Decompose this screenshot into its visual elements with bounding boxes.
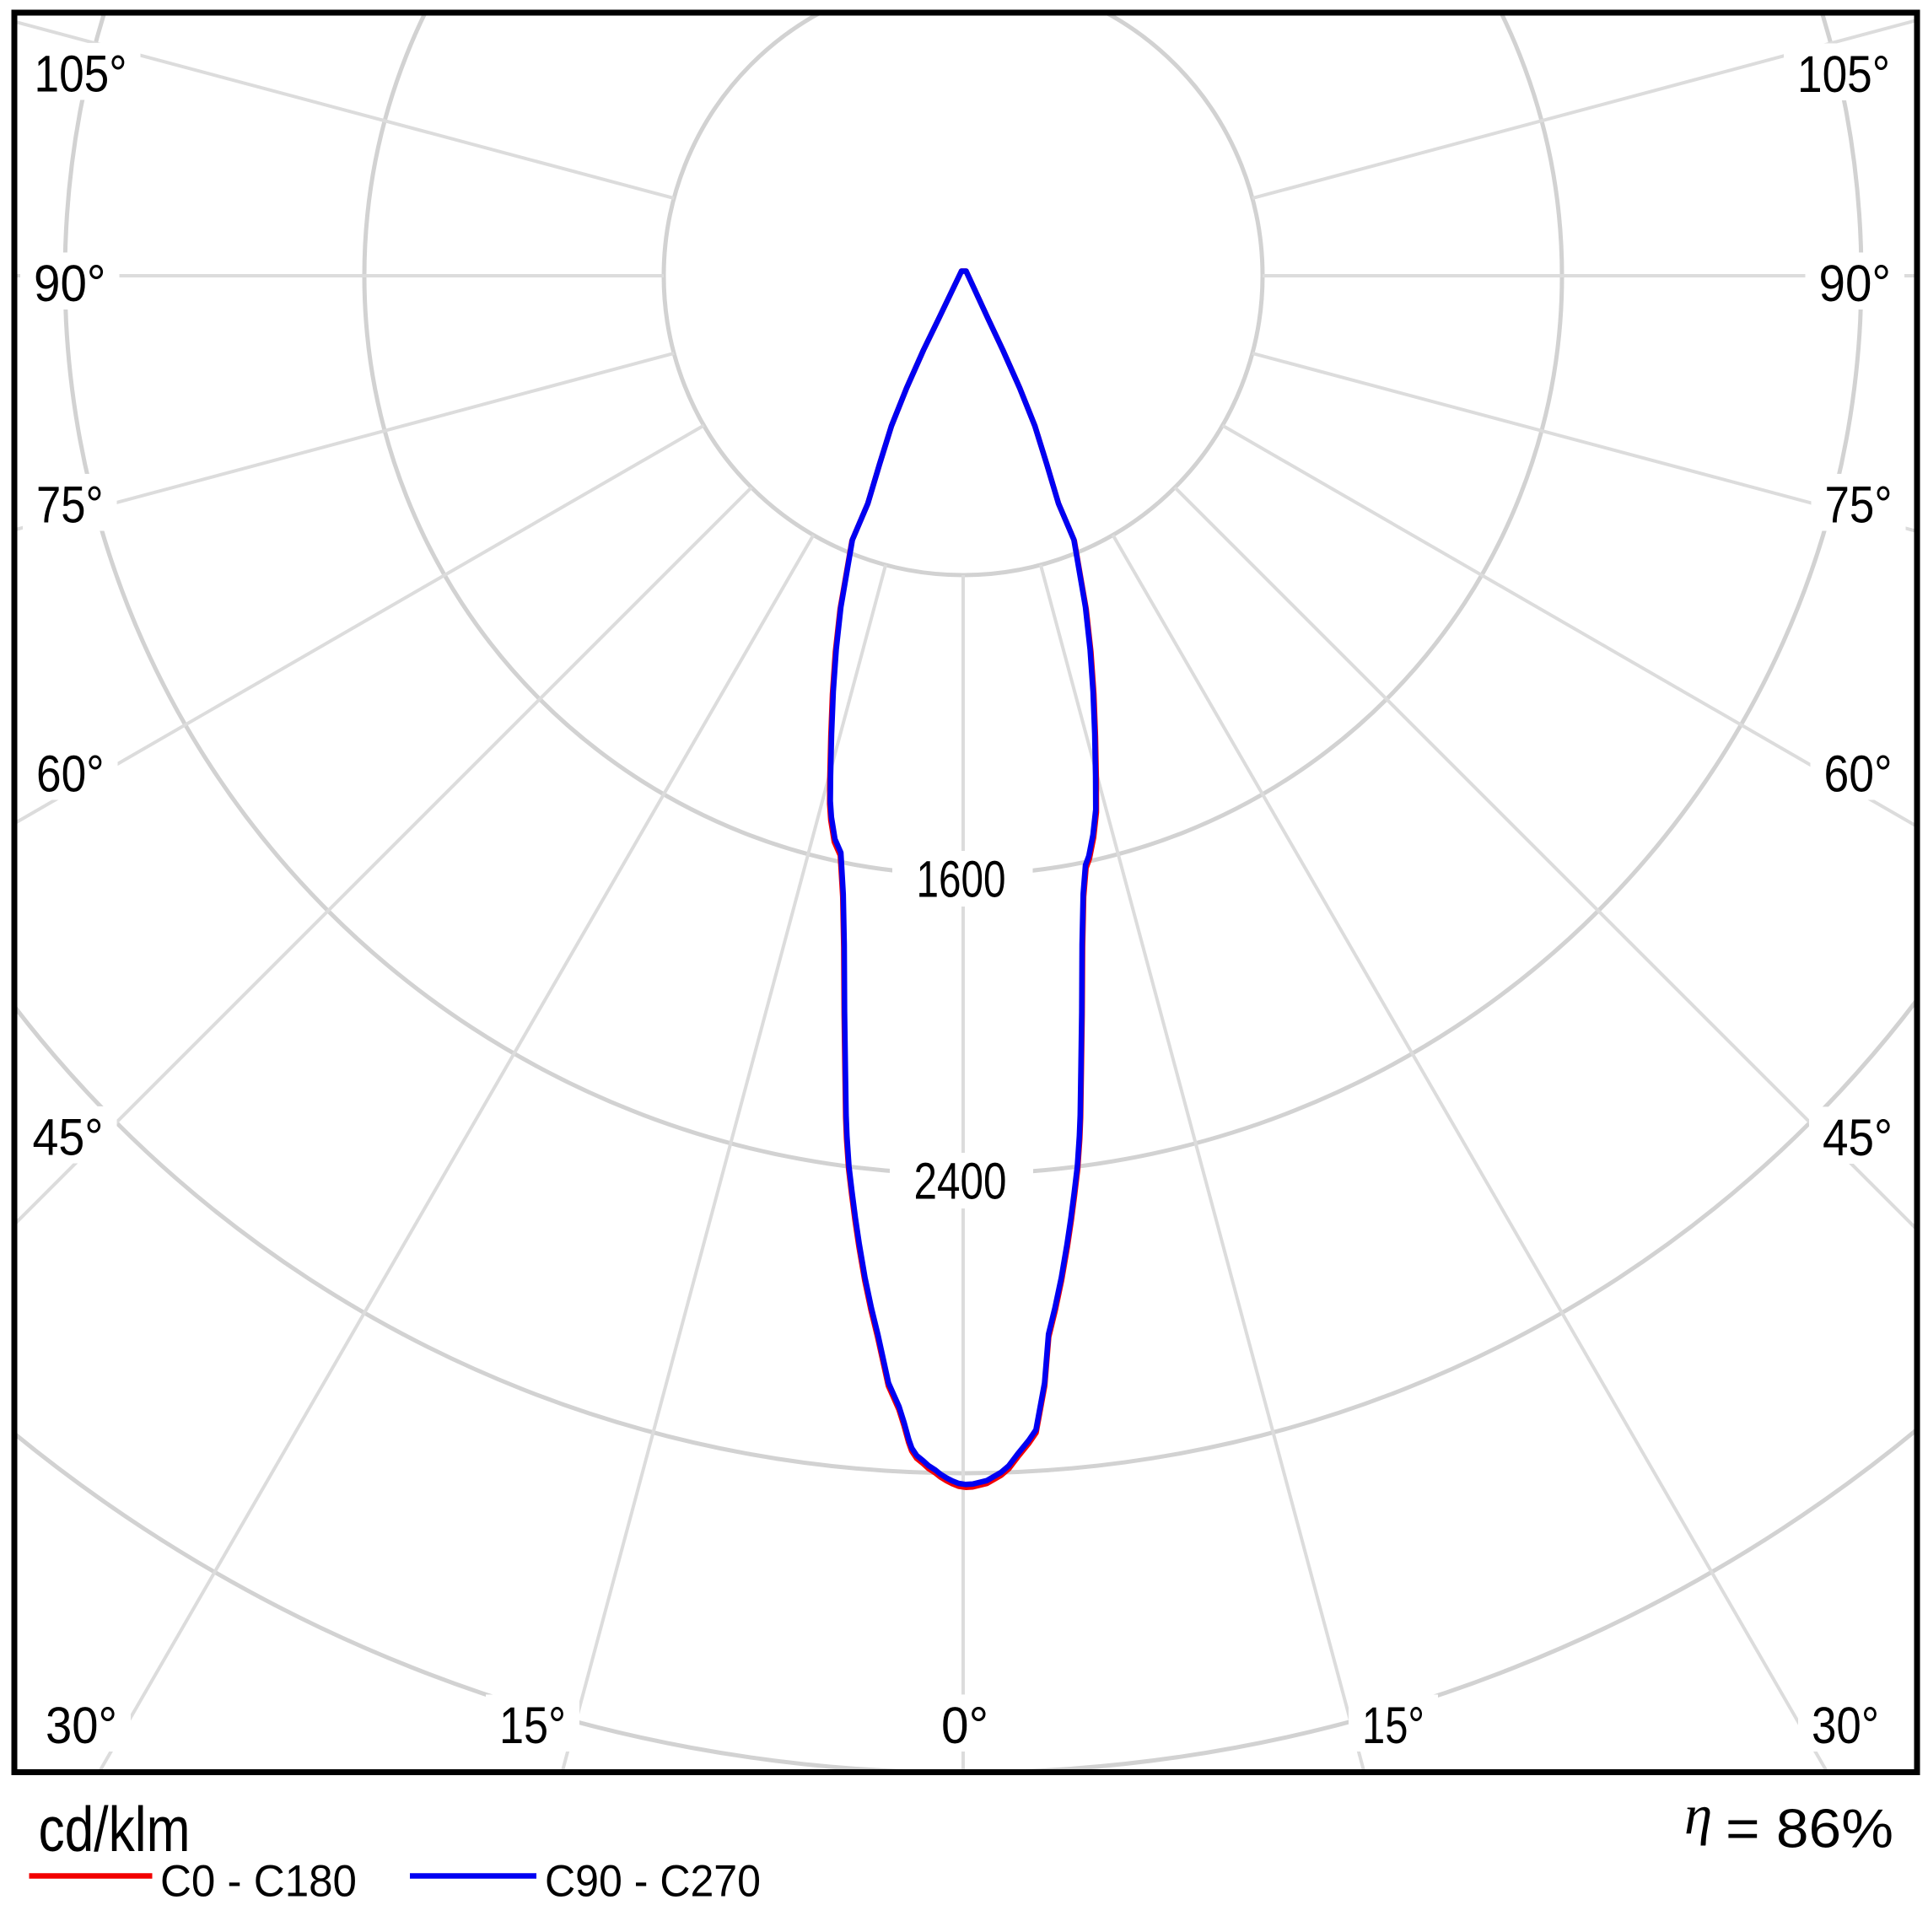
svg-text:cd/klm: cd/klm	[39, 1794, 191, 1865]
svg-text:60°: 60°	[36, 745, 105, 803]
svg-text:60°: 60°	[1824, 745, 1893, 803]
svg-text:0°: 0°	[941, 1697, 988, 1754]
svg-text:45°: 45°	[33, 1109, 104, 1166]
svg-text:75°: 75°	[36, 476, 104, 534]
svg-text:90°: 90°	[34, 255, 106, 312]
svg-text:15°: 15°	[499, 1697, 566, 1754]
svg-text:1600: 1600	[917, 851, 1006, 908]
svg-text:45°: 45°	[1823, 1109, 1893, 1166]
svg-text:90°: 90°	[1819, 255, 1892, 312]
svg-text:30°: 30°	[46, 1697, 117, 1754]
svg-text:105°: 105°	[35, 46, 127, 103]
svg-text:2400: 2400	[914, 1153, 1007, 1210]
svg-text:C0 - C180: C0 - C180	[160, 1857, 357, 1907]
svg-text:75°: 75°	[1825, 476, 1893, 534]
svg-text:105°: 105°	[1797, 46, 1890, 103]
svg-text:η: η	[1684, 1784, 1712, 1847]
svg-text:= 86%: = 86%	[1726, 1799, 1893, 1859]
svg-text:30°: 30°	[1812, 1697, 1879, 1754]
svg-text:C90 - C270: C90 - C270	[545, 1857, 761, 1907]
svg-text:15°: 15°	[1362, 1697, 1424, 1754]
